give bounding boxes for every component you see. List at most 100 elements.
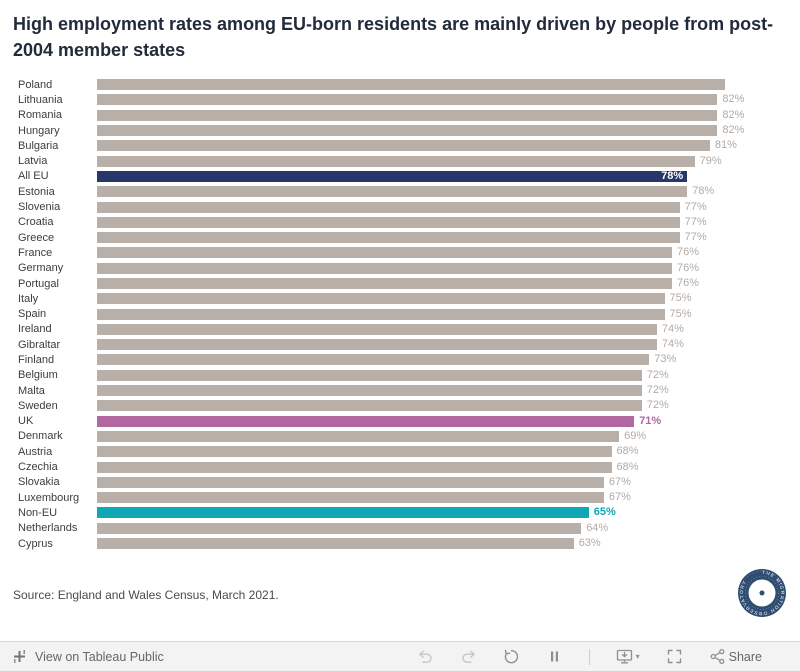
bar[interactable]	[97, 186, 688, 198]
bar[interactable]	[97, 278, 672, 289]
bar-row: UK 71%	[18, 414, 744, 429]
value-label: 63%	[578, 537, 601, 550]
toolbar-divider	[588, 648, 590, 665]
value-label: 81%	[714, 139, 737, 152]
bar-row: Sweden 72%	[18, 398, 744, 413]
category-label: Greece	[18, 231, 55, 244]
migration-observatory-logo[interactable]: THE MIGRATION OBSERVATORY	[737, 568, 787, 618]
undo-button[interactable]	[417, 648, 434, 665]
bar[interactable]	[97, 369, 642, 381]
category-label: Germany	[18, 262, 64, 275]
bar[interactable]	[97, 155, 695, 167]
category-label: Luxembourg	[18, 491, 80, 504]
bar-row: Finland 73%	[18, 352, 744, 367]
bar[interactable]	[97, 385, 642, 397]
bar[interactable]	[97, 216, 680, 228]
category-label: Croatia	[18, 216, 54, 229]
bar-row: Czechia 68%	[18, 459, 744, 474]
bar-row: Spain 75%	[18, 306, 744, 321]
bar[interactable]	[97, 308, 665, 320]
bar[interactable]	[97, 109, 718, 121]
value-label: 76%	[677, 277, 700, 289]
value-label: 77%	[684, 231, 707, 244]
bar[interactable]	[97, 538, 574, 550]
value-label: 82%	[722, 93, 745, 106]
redo-button[interactable]	[460, 648, 477, 665]
bar[interactable]	[97, 507, 589, 519]
bar-row: Denmark 69%	[18, 429, 744, 444]
bar-row: Malta 72%	[18, 383, 744, 398]
bar-row: Hungary 82%	[18, 123, 744, 138]
share-button[interactable]: Share	[709, 648, 762, 665]
bar[interactable]	[97, 400, 642, 412]
share-icon	[710, 648, 725, 665]
bar[interactable]	[97, 354, 650, 366]
category-label: Denmark	[18, 430, 63, 443]
bar[interactable]	[97, 492, 604, 504]
bar-row: Gibraltar 74%	[18, 337, 744, 352]
source-note: Source: England and Wales Census, March …	[13, 588, 279, 602]
bar[interactable]	[97, 430, 620, 442]
bar-chart: Poland Lithuania 82% Romania 82% Hungary 82% Bu…	[18, 77, 744, 551]
bar-row: France 76%	[18, 245, 744, 260]
bar-row: Bulgaria 81%	[18, 138, 744, 153]
bar[interactable]	[97, 323, 657, 335]
undo-icon	[418, 650, 432, 663]
category-label: Portugal	[18, 277, 59, 290]
download-icon	[616, 649, 632, 664]
download-button[interactable]: ▾	[616, 648, 640, 665]
value-label: 72%	[646, 368, 669, 381]
category-label: Bulgaria	[18, 139, 59, 152]
bar-row: Latvia 79%	[18, 153, 744, 168]
revert-icon	[504, 649, 518, 664]
bar[interactable]	[97, 461, 612, 473]
bar[interactable]	[97, 262, 672, 274]
value-label: 67%	[608, 475, 631, 488]
fullscreen-icon	[667, 649, 681, 664]
category-label: Hungary	[18, 124, 60, 137]
bar[interactable]	[97, 522, 582, 534]
category-label: Ireland	[18, 323, 52, 336]
bar[interactable]	[97, 140, 710, 152]
bar[interactable]: 78%	[97, 170, 688, 182]
category-label: Non-EU	[18, 506, 58, 519]
bar[interactable]	[97, 415, 635, 427]
bar[interactable]	[97, 293, 665, 305]
value-label: 74%	[661, 338, 684, 351]
bar[interactable]	[97, 125, 718, 137]
bar-row: Non-EU 65%	[18, 505, 744, 520]
category-label: Latvia	[18, 155, 48, 168]
bar[interactable]	[97, 94, 718, 106]
bar[interactable]	[97, 201, 680, 213]
value-label: 79%	[699, 154, 722, 167]
bar-row: Portugal 76%	[18, 276, 744, 291]
bar-row: Estonia 78%	[18, 184, 744, 199]
bar[interactable]	[97, 476, 604, 488]
bar[interactable]	[97, 446, 612, 458]
view-on-tableau-link[interactable]: View on Tableau Public	[12, 649, 164, 664]
bar[interactable]	[97, 339, 657, 351]
category-label: Lithuania	[18, 93, 63, 106]
category-label: Slovakia	[18, 476, 60, 489]
pause-button[interactable]	[546, 648, 563, 665]
fullscreen-button[interactable]	[666, 648, 683, 665]
bar[interactable]	[97, 232, 680, 244]
value-label: 68%	[616, 460, 639, 473]
value-label: 77%	[684, 215, 707, 228]
bar-row: Greece 77%	[18, 230, 744, 245]
value-label: 69%	[624, 429, 647, 442]
category-label: Romania	[18, 109, 63, 122]
bar-row: Slovakia 67%	[18, 475, 744, 490]
revert-button[interactable]	[503, 648, 520, 665]
category-label: Gibraltar	[18, 338, 61, 351]
bar-row: Croatia 77%	[18, 215, 744, 230]
bar-row: Ireland 74%	[18, 322, 744, 337]
value-label: 73%	[654, 353, 677, 366]
bar[interactable]	[97, 247, 672, 259]
bar-row: All EU 78%	[18, 169, 744, 184]
share-label: Share	[728, 649, 762, 664]
bar[interactable]	[97, 79, 725, 91]
bar-row: Italy 75%	[18, 291, 744, 306]
bar-row: Netherlands 64%	[18, 521, 744, 536]
category-label: Czechia	[18, 461, 58, 474]
